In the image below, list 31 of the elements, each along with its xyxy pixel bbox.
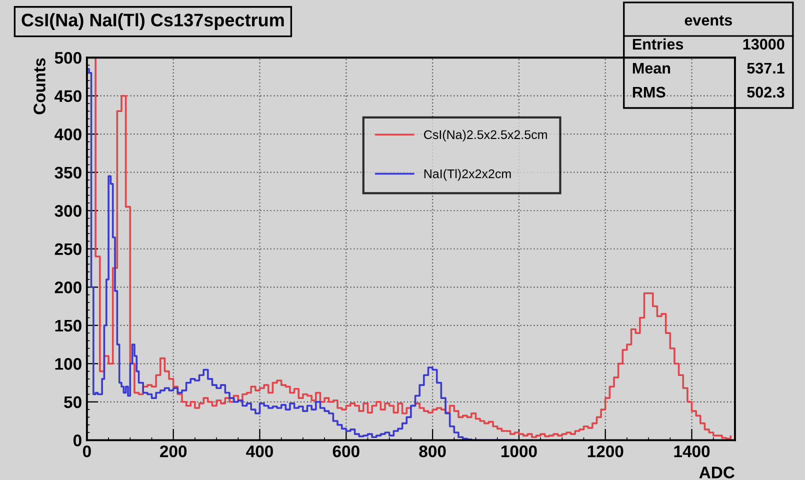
legend-label: NaI(Tl)2x2x2cm — [424, 169, 511, 181]
x-tick-label: 800 — [419, 445, 446, 458]
text: 502.3 — [747, 86, 784, 98]
y-tick-label: 100 — [55, 358, 82, 370]
text: events — [684, 16, 732, 26]
x-tick-label: 400 — [246, 445, 273, 458]
y-tick-label: 350 — [54, 166, 82, 179]
text: 537.1 — [747, 62, 784, 74]
x-tick-label: 1000 — [501, 445, 537, 458]
y-tick-label: 200 — [54, 282, 82, 294]
text: Entries — [632, 38, 684, 50]
x-tick-label: 1400 — [674, 445, 710, 458]
x-axis-title: ADC — [699, 466, 735, 478]
y-tick-label: 500 — [54, 52, 82, 64]
y-axis-title: Counts — [34, 58, 46, 114]
y-tick-label: 250 — [54, 243, 82, 256]
annotation: RMS — [632, 86, 666, 98]
legend-label: CsI(Na)2.5x2.5x2.5cm — [424, 130, 547, 142]
y-tick-label: 450 — [54, 90, 82, 102]
x-tick-label: 1200 — [588, 445, 624, 458]
annotation: Mean — [632, 62, 670, 74]
chart-title: CsI(Na) NaI(Tl) Cs137spectrum — [22, 13, 284, 30]
x-tick-label: 200 — [160, 445, 187, 458]
y-tick-label: 50 — [64, 396, 82, 408]
y-tick-label: 150 — [55, 320, 82, 332]
y-tick-label: 400 — [54, 128, 82, 140]
x-tick-label: 600 — [332, 445, 360, 458]
y-tick-label: 0 — [73, 434, 82, 446]
text: 13000 — [743, 38, 784, 50]
y-tick-label: 300 — [54, 205, 82, 217]
x-tick-label: 0 — [82, 445, 91, 458]
